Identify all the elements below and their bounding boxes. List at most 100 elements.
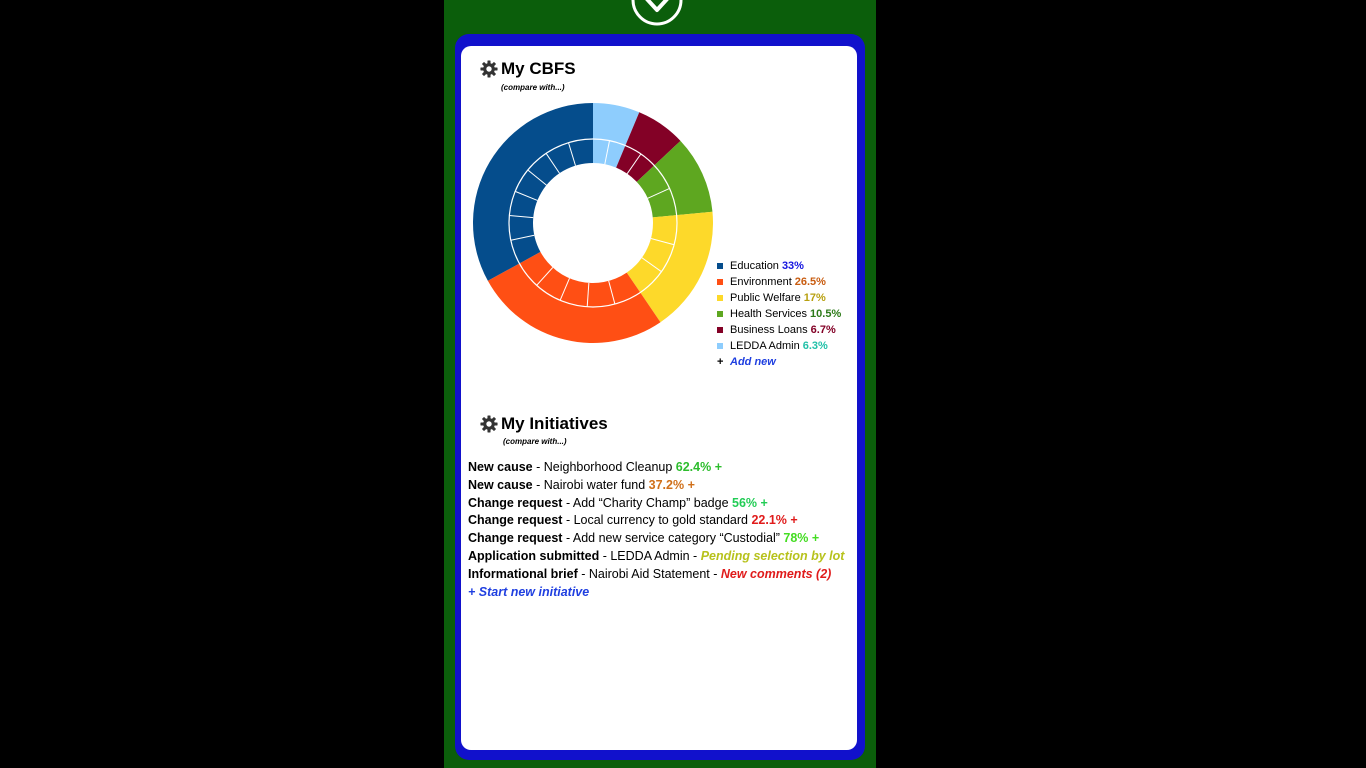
initiatives-settings-gear-icon[interactable] (480, 415, 498, 433)
legend-percent: 6.7% (810, 324, 836, 336)
initiative-separator: - (577, 566, 589, 581)
initiative-separator: - (532, 477, 544, 492)
initiative-row[interactable]: New cause - Nairobi water fund 37.2% + (468, 477, 857, 495)
legend-label: Health Services (730, 308, 808, 320)
initiative-separator: - (562, 513, 574, 528)
initiatives-list: New cause - Neighborhood Cleanup 62.4% +… (468, 459, 857, 601)
legend-swatch (717, 295, 723, 301)
initiative-type: New cause (468, 460, 533, 474)
donut-slice-education[interactable] (473, 103, 593, 281)
donut-inner-ring (508, 138, 678, 308)
initiative-detail: Local currency to gold standard (573, 513, 752, 528)
initiative-type: New cause (468, 477, 533, 492)
legend-label: Public Welfare (730, 292, 801, 304)
initiative-status[interactable]: New comments (2) (720, 566, 832, 581)
initiatives-header: My Initiatives (480, 414, 608, 434)
initiative-detail: Add new service category “Custodial” (572, 531, 784, 546)
app-window: My CBFS (compare with...) Education 33% En… (444, 0, 876, 768)
initiative-type: Change request (468, 495, 563, 510)
donut-slice-public-welfare[interactable] (626, 211, 713, 323)
donut-subsegment-divider (626, 153, 642, 174)
donut-subsegment-divider (514, 190, 538, 201)
legend-percent: 26.5% (794, 276, 826, 288)
initiative-type: Application submitted (468, 548, 600, 563)
legend-swatch (717, 279, 723, 285)
initiative-detail: Nairobi water fund (543, 477, 649, 492)
legend-swatch (717, 311, 723, 317)
donut-subsegment-divider (650, 238, 675, 246)
add-new-label: Add new (730, 356, 776, 368)
donut-subsegment-divider (647, 187, 670, 199)
donut-subsegment-divider (586, 282, 590, 307)
legend-percent: 17% (803, 292, 826, 304)
legend-swatch (717, 327, 723, 333)
initiative-separator: - (562, 495, 573, 510)
legend-label: Environment (730, 276, 792, 288)
initiative-detail: LEDDA Admin - (610, 548, 701, 563)
initiative-status[interactable]: 78% + (783, 531, 820, 546)
legend-item-education[interactable]: Education 33% (717, 258, 841, 274)
donut-subsegment-divider (545, 153, 560, 174)
initiative-separator: - (599, 548, 611, 563)
content-frame: My CBFS (compare with...) Education 33% En… (455, 34, 865, 760)
cbfs-legend: Education 33% Environment 26.5% Public Welfa… (717, 258, 841, 370)
donut-subsegment-divider (536, 267, 554, 286)
donut-subsegment-divider (509, 214, 534, 219)
initiative-status[interactable]: 62.4% + (675, 460, 722, 474)
donut-subsegment-divider (568, 142, 576, 166)
initiative-row[interactable]: Change request - Add “Charity Champ” bad… (468, 495, 857, 513)
legend-percent: 33% (781, 260, 804, 272)
initiative-row[interactable]: Informational brief - Nairobi Aid Statem… (468, 566, 857, 584)
donut-subsegment-divider (527, 169, 547, 186)
initiative-status[interactable]: 37.2% + (648, 477, 695, 492)
initiative-detail: Add “Charity Champ” badge (572, 495, 732, 510)
donut-subsegment-divider (559, 278, 570, 301)
donut-slice-business-loans[interactable] (616, 112, 681, 182)
cbfs-header: My CBFS (480, 59, 576, 79)
legend-swatch (717, 343, 723, 349)
initiative-detail: Nairobi Aid Statement - (588, 566, 721, 581)
initiatives-title: My Initiatives (501, 414, 608, 433)
legend-label: LEDDA Admin (730, 340, 800, 352)
legend-swatch (717, 263, 723, 269)
initiative-row[interactable]: Application submitted - LEDDA Admin - Pe… (468, 548, 857, 566)
content-panel: My CBFS (compare with...) Education 33% En… (461, 46, 857, 750)
donut-subsegment-divider (608, 280, 616, 305)
donut-subsegment-divider (641, 257, 662, 273)
initiative-detail: Neighborhood Cleanup (543, 460, 676, 474)
legend-percent: 10.5% (810, 308, 842, 320)
initiative-separator: - (532, 460, 544, 474)
plus-icon: + (717, 356, 724, 368)
donut-slice-environment[interactable] (487, 251, 661, 343)
initiative-separator: - (562, 531, 573, 546)
initiative-type: Change request (468, 531, 563, 546)
donut-slice-ledda-admin[interactable] (593, 103, 640, 168)
collapse-chevron-icon[interactable] (631, 0, 683, 26)
legend-item-health-services[interactable]: Health Services 10.5% (717, 306, 841, 322)
initiative-status[interactable]: 22.1% + (751, 513, 798, 528)
initiatives-compare-link[interactable]: (compare with...) (503, 437, 567, 446)
initiative-row[interactable]: Change request - Local currency to gold … (468, 512, 857, 530)
donut-subsegment-divider (604, 140, 611, 165)
legend-label: Business Loans (730, 324, 808, 336)
legend-item-environment[interactable]: Environment 26.5% (717, 274, 841, 290)
initiative-status[interactable]: 56% + (732, 495, 768, 510)
initiative-type: Change request (468, 513, 563, 528)
start-new-initiative-link[interactable]: + Start new initiative (468, 584, 590, 599)
initiative-type: Informational brief (468, 566, 578, 581)
donut-slice-health-services[interactable] (636, 140, 713, 218)
donut-subsegment-divider (510, 234, 535, 241)
legend-item-ledda-admin[interactable]: LEDDA Admin 6.3% (717, 338, 841, 354)
initiative-row[interactable]: Change request - Add new service categor… (468, 530, 857, 548)
cbfs-title: My CBFS (501, 59, 576, 78)
cbfs-donut-chart[interactable] (473, 98, 713, 351)
legend-item-public-welfare[interactable]: Public Welfare 17% (717, 290, 841, 306)
legend-item-business-loans[interactable]: Business Loans 6.7% (717, 322, 841, 338)
legend-percent: 6.3% (802, 340, 828, 352)
initiative-status[interactable]: Pending selection by lot (700, 548, 845, 563)
legend-label: Education (730, 260, 779, 272)
cbfs-settings-gear-icon[interactable] (480, 60, 498, 78)
cbfs-compare-link[interactable]: (compare with...) (501, 83, 565, 92)
add-category-button[interactable]: + Add new (717, 354, 841, 370)
initiative-row[interactable]: New cause - Neighborhood Cleanup 62.4% + (468, 459, 857, 477)
